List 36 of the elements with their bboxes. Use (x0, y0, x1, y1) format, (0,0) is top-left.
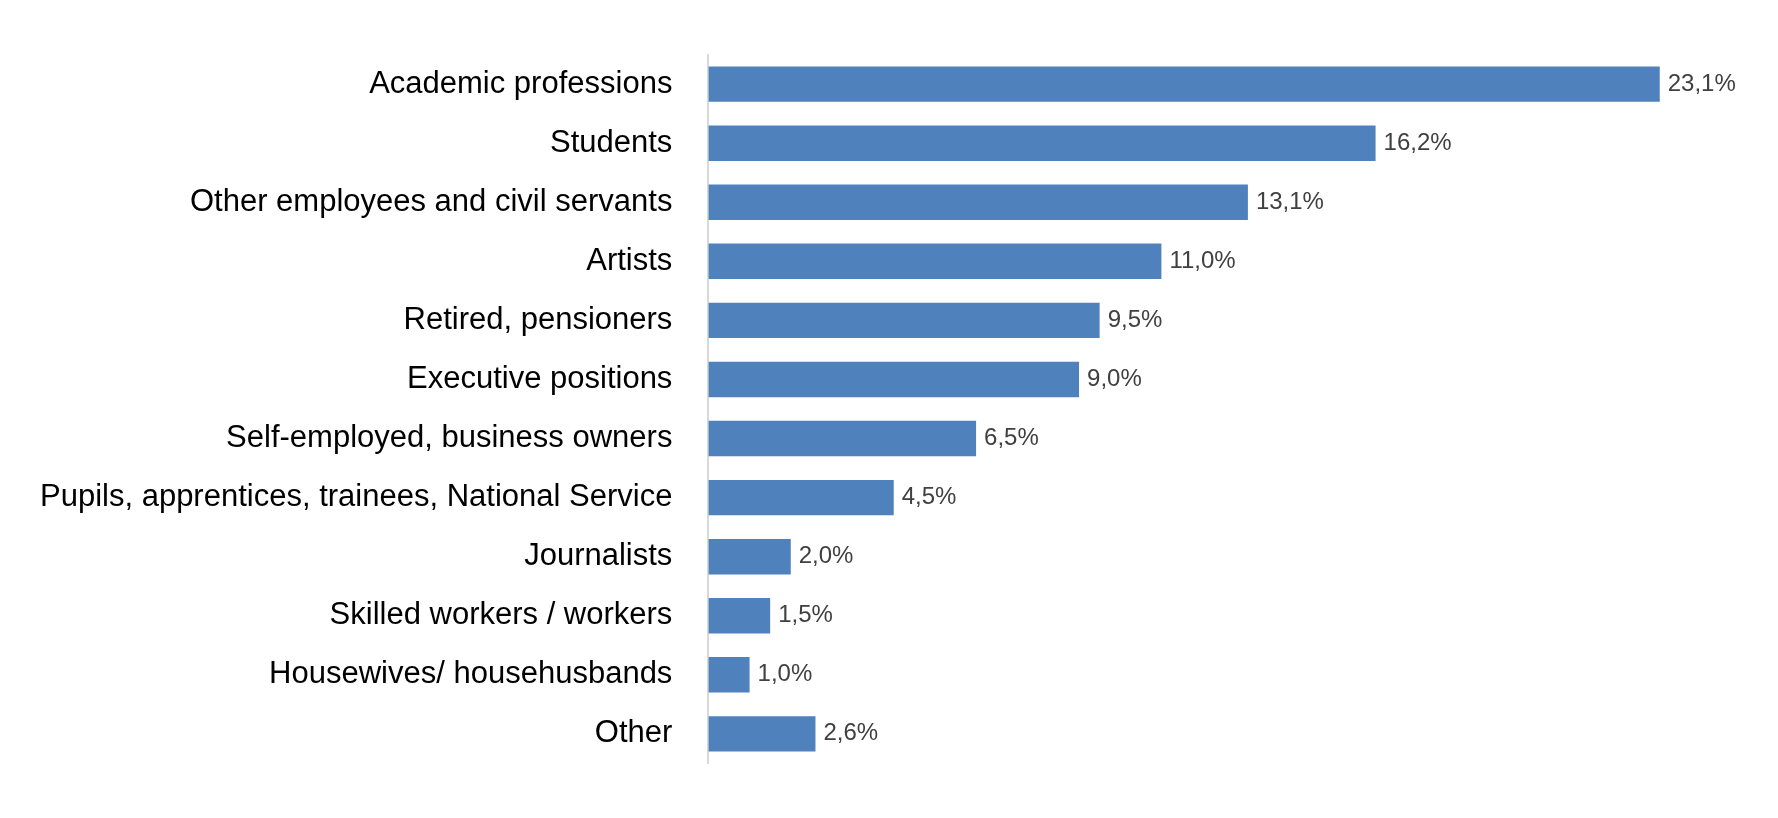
bar (708, 657, 750, 693)
data-label: 1,5% (778, 600, 833, 628)
data-label: 13,1% (1255, 186, 1324, 214)
y-tick-label: Academic professions (369, 64, 673, 100)
bar (708, 302, 1100, 339)
data-label: 9,5% (1107, 305, 1163, 333)
y-tick-label: Pupils, apprentices, trainees, National Service (39, 478, 673, 514)
data-label: 2,0% (798, 541, 854, 569)
data-label: 4,5% (901, 482, 957, 510)
y-tick-label: Other (594, 714, 673, 750)
bar (708, 66, 1660, 102)
y-tick-label: Skilled workers / workers (329, 596, 673, 632)
y-tick-label: Housewives/ househusbands (269, 655, 673, 691)
y-tick-label: Executive positions (407, 360, 673, 396)
data-label: 1,0% (757, 659, 813, 687)
data-label: 16,2% (1383, 127, 1452, 155)
bar (708, 420, 977, 457)
data-label: 9,0% (1087, 364, 1142, 392)
bar (708, 598, 771, 634)
y-tick-label: Students (550, 123, 673, 159)
bar (708, 243, 1162, 280)
y-tick-label: Artists (586, 241, 673, 277)
y-tick-label: Self-employed, business owners (226, 419, 673, 455)
data-label: 6,5% (984, 423, 1039, 451)
data-label: 23,1% (1667, 68, 1736, 96)
data-label: 11,0% (1169, 245, 1236, 273)
bar (708, 125, 1376, 161)
data-label: 2,6% (823, 718, 879, 746)
bar (708, 184, 1248, 220)
y-tick-label: Other employees and civil servants (189, 182, 673, 218)
y-tick-label: Retired, pensioners (403, 300, 673, 336)
y-tick-label: Journalists (524, 537, 673, 573)
bar (708, 538, 791, 575)
bar (708, 716, 816, 752)
bar (708, 361, 1080, 398)
bar (708, 479, 894, 516)
